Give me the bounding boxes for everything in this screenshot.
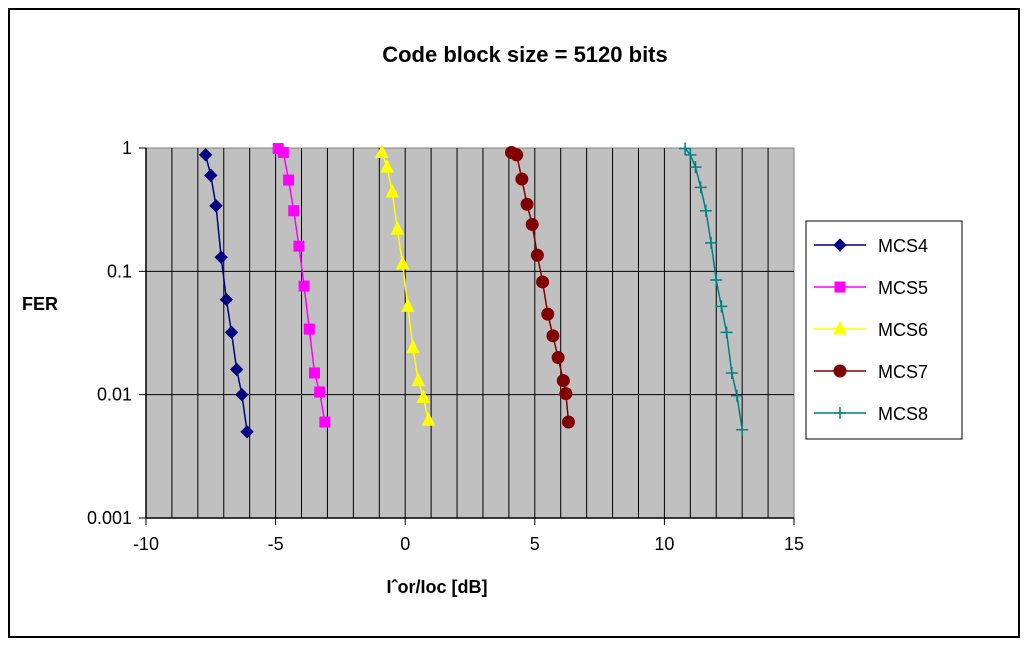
legend-label: MCS8	[878, 404, 928, 424]
legend-label: MCS7	[878, 362, 928, 382]
data-point	[679, 142, 692, 155]
data-point	[385, 183, 400, 198]
data-point	[204, 168, 218, 183]
grid-lines	[146, 148, 794, 518]
legend-marker	[834, 281, 846, 293]
data-point	[699, 204, 712, 217]
series-line	[684, 148, 743, 430]
x-tick-label: 10	[654, 534, 674, 554]
data-point	[219, 292, 234, 307]
plot-area	[145, 147, 795, 519]
series-line	[277, 147, 326, 423]
data-point	[198, 148, 213, 162]
legend-label: MCS5	[878, 278, 928, 298]
data-point	[561, 415, 575, 429]
data-point	[525, 217, 539, 231]
x-tick-label: 0	[400, 534, 410, 554]
legend-marker	[833, 238, 847, 252]
data-point	[314, 386, 326, 398]
data-point	[546, 329, 560, 343]
y-tick-labels: 1 0.1 0.01 0.001	[87, 138, 146, 528]
legend-marker	[833, 364, 847, 378]
data-point	[705, 236, 718, 249]
x-tick-label: 15	[784, 534, 804, 554]
series-mcs6	[375, 144, 436, 426]
data-point	[224, 325, 239, 340]
data-point	[308, 367, 320, 379]
y-axis-title: FER	[22, 294, 58, 314]
series-line	[381, 152, 430, 421]
legend-label: MCS4	[878, 236, 928, 256]
data-point	[715, 300, 728, 313]
x-tick-label: 5	[530, 534, 540, 554]
data-point	[319, 416, 331, 428]
data-point	[530, 248, 544, 262]
data-point	[541, 307, 555, 321]
series-mcs8	[679, 142, 749, 436]
x-tick-labels: -10 -5 0 5 10 15	[133, 518, 804, 554]
data-point	[684, 148, 697, 161]
y-tick-label: 1	[122, 138, 132, 158]
axes	[145, 148, 794, 519]
data-point	[559, 387, 573, 401]
data-point	[406, 339, 420, 354]
data-point	[416, 389, 431, 403]
y-tick-label: 0.1	[107, 261, 132, 281]
data-point	[214, 250, 228, 264]
y-tick-label: 0.001	[87, 508, 132, 528]
data-point	[515, 172, 529, 186]
data-point	[395, 255, 410, 270]
y-tick-label: 0.01	[97, 385, 132, 405]
data-point	[520, 197, 534, 211]
data-point	[303, 323, 315, 335]
legend-item-mcs4: MCS4	[814, 236, 928, 256]
data-point	[730, 389, 743, 402]
legend: MCS4 MCS5 MCS6 MCS7 MCS8	[805, 220, 963, 440]
data-point	[411, 372, 425, 387]
data-point	[421, 412, 436, 426]
data-point	[551, 351, 565, 365]
series-mcs5	[272, 143, 331, 428]
data-point	[283, 174, 295, 186]
data-point	[240, 425, 254, 439]
data-point	[694, 181, 707, 194]
legend-item-mcs6: MCS6	[814, 320, 928, 340]
data-point	[375, 144, 389, 158]
x-axis-title: Iˆor/Ioc [dB]	[387, 577, 488, 597]
data-point	[298, 280, 310, 292]
data-point	[209, 199, 223, 213]
data-point	[235, 387, 249, 402]
legend-item-mcs5: MCS5	[814, 278, 928, 298]
legend-label: MCS6	[878, 320, 928, 340]
legend-item-mcs8: MCS8	[814, 404, 928, 424]
series-layer	[198, 142, 749, 439]
legend-item-mcs7: MCS7	[814, 362, 928, 382]
legend-box	[805, 220, 963, 440]
data-point	[536, 275, 550, 289]
data-point	[736, 423, 749, 436]
data-point	[380, 158, 394, 173]
x-tick-label: -5	[268, 534, 284, 554]
data-point	[277, 146, 289, 158]
series-mcs4	[198, 148, 254, 439]
data-point	[390, 220, 405, 235]
data-point	[400, 298, 415, 312]
data-point	[230, 362, 244, 377]
data-point	[556, 374, 570, 388]
data-point	[293, 240, 305, 252]
legend-marker	[834, 407, 846, 419]
data-point	[288, 205, 300, 217]
data-point	[720, 326, 733, 339]
data-point	[510, 148, 524, 162]
legend-marker	[833, 320, 847, 335]
chart-title: Code block size = 5120 bits	[382, 42, 668, 67]
data-point	[710, 274, 723, 287]
data-point	[689, 161, 702, 174]
series-mcs7	[504, 145, 575, 429]
data-point	[725, 366, 738, 379]
x-tick-label: -10	[133, 534, 159, 554]
